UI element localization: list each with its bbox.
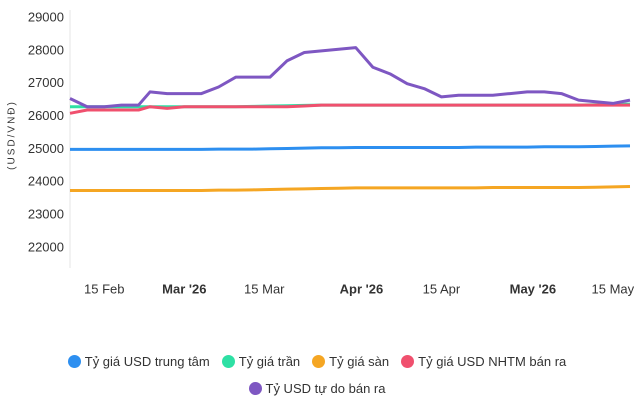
- y-tick-label: 26000: [28, 108, 64, 123]
- x-tick-label: May '26: [510, 281, 556, 296]
- legend-item[interactable]: Tỷ USD tự do bán ra: [248, 381, 386, 396]
- chart: (USD/VNĐ) 22000 23000 24000 25000 26000 27000…: [7, 9, 634, 296]
- legend: Tỷ giá USD trung tâm Tỷ giá trần Tỷ giá sà…: [50, 354, 584, 396]
- y-axis-label: (USD/VNĐ): [7, 100, 18, 170]
- line-series: [69, 46, 631, 109]
- y-tick-label: 28000: [28, 42, 64, 57]
- x-tick-label: 15 May: [592, 281, 634, 296]
- y-tick-label: 22000: [28, 239, 64, 254]
- y-tick-label: 25000: [28, 141, 64, 156]
- line-series: [69, 103, 630, 115]
- x-tick-label: 15 Feb: [84, 281, 124, 296]
- line-series: [70, 144, 631, 151]
- legend-swatch: [248, 382, 262, 395]
- y-tick-label: 23000: [28, 207, 64, 222]
- legend-item[interactable]: Tỷ giá trần: [221, 354, 301, 369]
- legend-item[interactable]: Tỷ giá sàn: [312, 354, 389, 369]
- legend-label: Tỷ giá USD trung tâm: [84, 354, 210, 369]
- y-tick-label: 24000: [28, 174, 64, 189]
- line-series: [70, 185, 631, 192]
- x-tick-label: Apr '26: [340, 281, 384, 296]
- legend-label: Tỷ giá trần: [238, 354, 301, 369]
- legend-swatch: [221, 355, 235, 368]
- legend-item[interactable]: Tỷ giá USD trung tâm: [67, 354, 210, 369]
- x-tick-label: 15 Apr: [423, 281, 461, 296]
- x-tick-label: Mar '26: [162, 281, 206, 296]
- y-tick-label: 27000: [28, 75, 64, 90]
- legend-item[interactable]: Tỷ giá USD NHTM bán ra: [401, 354, 566, 369]
- legend-label: Tỷ USD tự do bán ra: [265, 381, 386, 396]
- legend-label: Tỷ giá sàn: [329, 354, 390, 369]
- y-tick-label: 29000: [28, 9, 64, 24]
- x-tick-label: 15 Mar: [244, 281, 285, 296]
- legend-swatch: [67, 355, 81, 368]
- legend-label: Tỷ giá USD NHTM bán ra: [418, 354, 567, 369]
- legend-swatch: [312, 355, 326, 368]
- legend-swatch: [401, 355, 415, 368]
